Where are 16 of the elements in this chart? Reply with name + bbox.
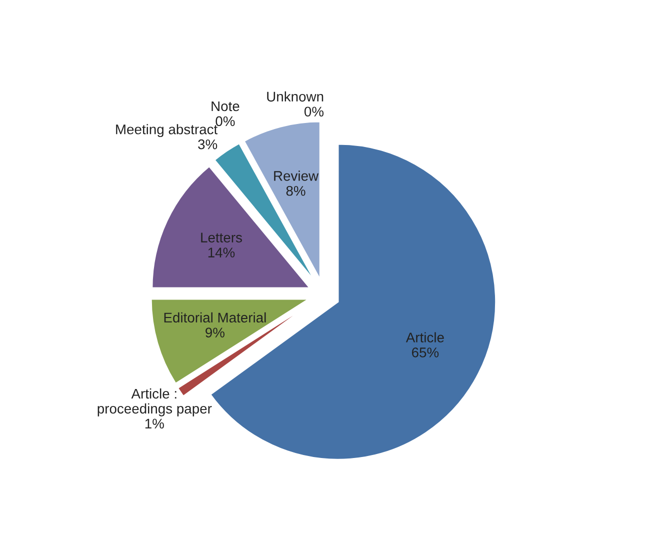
data-label: 14%: [208, 248, 235, 258]
slice-label: Editorial Material: [164, 312, 266, 323]
slice-label: Letters: [201, 232, 242, 242]
slice-label: Article : proceedings paper: [98, 388, 212, 416]
text: 0%: [304, 106, 324, 117]
data-label: 1%: [145, 418, 164, 428]
data-label: 8%: [286, 186, 306, 196]
data-label: 9%: [206, 328, 224, 338]
data-label: 3%: [198, 139, 218, 150]
category-label: Unknown: [267, 91, 324, 102]
slice-label: Review: [274, 170, 319, 181]
text: 0%: [216, 116, 235, 126]
category-label: Note: [212, 101, 240, 112]
slice-label: Meeting abstract: [116, 124, 218, 138]
data-label: 65%: [412, 348, 439, 358]
slice-label: Article: [406, 332, 444, 342]
